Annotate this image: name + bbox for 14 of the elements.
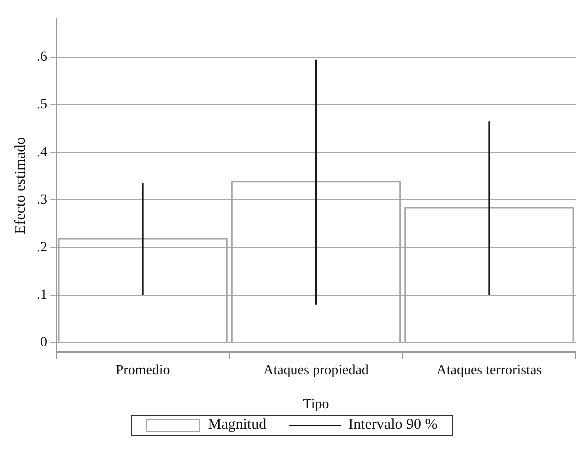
y-tick-label: .1 [37,288,48,303]
y-tick-label: .2 [37,240,48,256]
x-tick-label: Ataques terroristas [436,363,542,378]
y-tick-label: .4 [37,145,48,160]
x-tick-label: Promedio [116,363,170,378]
y-tick-label: .5 [37,98,48,113]
y-tick-label: .3 [37,192,48,208]
x-tick-label: Ataques propiedad [264,363,369,378]
y-axis-title: Efecto estimado [12,137,29,234]
x-axis-title: Tipo [303,397,330,412]
y-tick-label: .6 [37,50,48,66]
legend-label: Magnitud [208,417,267,434]
y-tick-label: 0 [40,336,48,351]
text: Intervalo 90 % [348,417,438,434]
